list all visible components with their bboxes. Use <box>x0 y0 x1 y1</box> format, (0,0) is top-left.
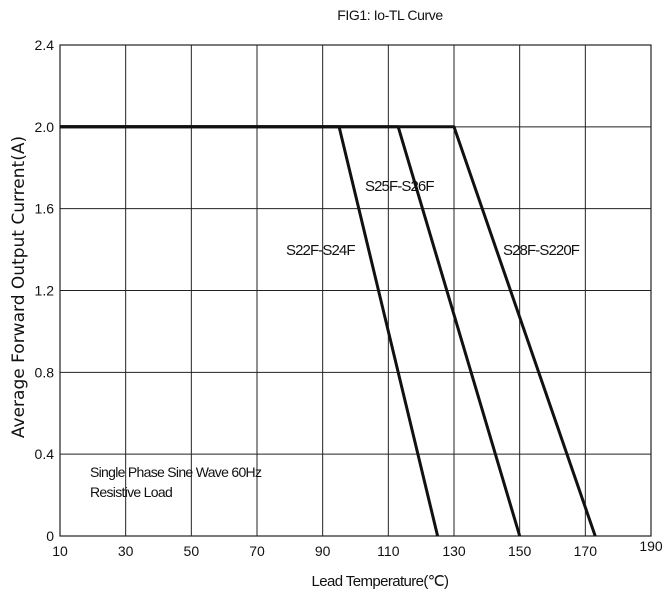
series-line-s28f-s220f <box>60 125 597 537</box>
y-tick-label-0.8: 0.8 <box>35 364 55 380</box>
y-tick-labels: 0 0.4 0.8 1.2 1.6 2.0 2.4 <box>35 37 55 544</box>
y-tick-label-1.6: 1.6 <box>35 201 55 217</box>
annotation-line-2: Resistive Load <box>90 484 172 500</box>
annotation-line-1: Single Phase Sine Wave 60Hz <box>90 464 262 480</box>
chart-title: FIG1: Io-TL Curve <box>337 7 443 23</box>
x-tick-label-90: 90 <box>315 543 331 559</box>
x-tick-label-130: 130 <box>442 543 466 559</box>
x-tick-label-110: 110 <box>377 543 400 559</box>
y-axis-label: Average Forward Output Current(A) <box>9 136 29 438</box>
x-tick-label-70: 70 <box>249 543 265 559</box>
series-label-s25f-s26f: S25F-S26F <box>365 178 434 195</box>
x-tick-label-50: 50 <box>184 543 200 559</box>
x-tick-label-190: 190 <box>639 538 663 554</box>
y-tick-label-1.2: 1.2 <box>35 283 55 299</box>
x-tick-label-30: 30 <box>118 543 134 559</box>
plot-frame <box>59 44 652 537</box>
y-tick-label-0.4: 0.4 <box>35 446 55 462</box>
series-label-s22f-s24f: S22F-S24F <box>286 242 355 259</box>
x-tick-labels: 10 30 50 70 90 110 130 150 170 190 <box>52 538 663 559</box>
x-tick-label-170: 170 <box>574 543 598 559</box>
grid <box>59 44 652 537</box>
y-tick-label-2.4: 2.4 <box>35 37 55 53</box>
series-lines <box>60 125 597 537</box>
y-tick-label-2.0: 2.0 <box>35 119 55 135</box>
series-label-s28f-s220f: S28F-S220F <box>503 242 580 259</box>
x-axis-label: Lead Temperature(℃) <box>312 573 450 590</box>
y-tick-label-0: 0 <box>46 528 54 544</box>
x-tick-label-10: 10 <box>52 543 68 559</box>
x-tick-label-150: 150 <box>508 543 532 559</box>
